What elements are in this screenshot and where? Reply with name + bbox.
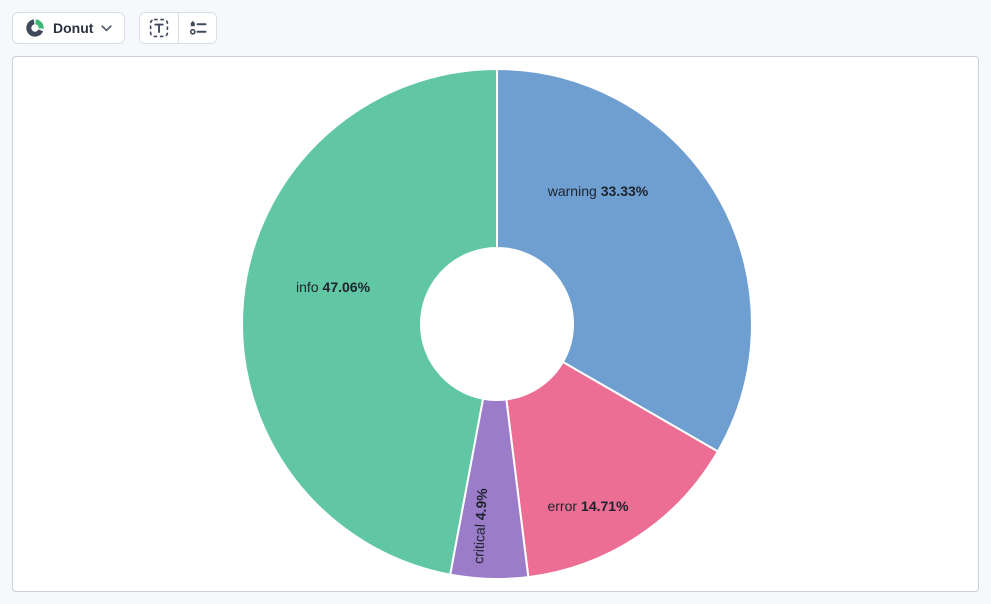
donut-chart	[241, 68, 753, 580]
text-label-frame-icon	[149, 18, 169, 38]
legend-toggle-button[interactable]	[178, 13, 217, 43]
donut-slice-warning[interactable]	[496, 68, 753, 453]
chart-type-label: Donut	[53, 20, 94, 36]
donut-slice-error[interactable]	[505, 360, 719, 579]
legend-list-icon	[188, 18, 208, 38]
donut-chart-icon	[25, 18, 45, 38]
chevron-down-icon	[101, 24, 113, 32]
chart-area: warning 33.33% info 47.06% error 14.71% cri…	[13, 57, 978, 591]
chart-options-button-group	[139, 12, 218, 44]
chart-type-dropdown-button[interactable]: Donut	[12, 12, 126, 44]
labels-toggle-button[interactable]	[140, 13, 179, 43]
chart-panel: warning 33.33% info 47.06% error 14.71% cri…	[12, 56, 979, 592]
donut-slice-info[interactable]	[241, 68, 498, 576]
toolbar: Donut	[12, 12, 218, 44]
